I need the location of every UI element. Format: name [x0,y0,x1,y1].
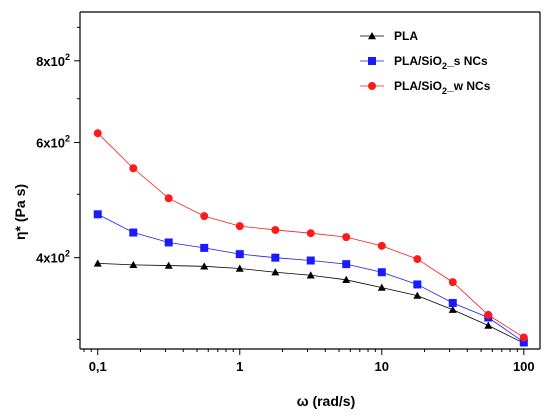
series-3 [93,129,528,342]
data-point [129,228,138,237]
legend-item-2: PLA/SiO2_s NCs [360,54,488,71]
data-point [413,280,422,289]
data-point [306,229,315,238]
data-point [484,310,493,319]
x-axis-title: ω (rad/s) [297,393,356,409]
data-point [164,194,173,203]
axes: 0,1 1 10 100 4x102 6x102 8x102 [36,11,541,374]
data-point [235,264,244,272]
data-point [200,262,209,270]
data-point [129,164,138,173]
legend-label: PLA [394,29,418,43]
legend: PLA PLA/SiO2_s NCs PLA/SiO2_w NCs [360,29,491,96]
series-layer [93,129,528,347]
y-tick-label: 6x102 [36,134,70,151]
data-point [93,129,102,138]
data-point [164,261,173,269]
data-point [413,255,422,264]
data-point [342,275,351,284]
data-point [448,278,457,287]
data-point [271,225,280,234]
series-1 [93,259,528,347]
data-point [306,256,315,265]
data-point [413,291,422,299]
data-point [368,32,376,40]
data-point [519,333,528,342]
data-point [368,82,376,90]
data-point [271,253,280,262]
data-point [342,233,351,242]
data-point [448,305,457,313]
data-point [484,321,493,329]
data-point [519,338,528,347]
legend-item-3: PLA/SiO2_w NCs [360,79,491,96]
y-tick-label: 8x102 [36,52,70,69]
data-point [377,268,386,277]
data-point [93,259,102,267]
data-point [377,241,386,250]
data-point [448,298,457,307]
x-tick-label: 0,1 [89,359,107,374]
data-point [342,260,351,269]
data-point [200,243,209,252]
x-tick-label: 100 [513,359,535,374]
x-tick-label: 10 [375,359,389,374]
data-point [235,222,244,231]
data-point [235,250,244,259]
data-point [368,57,376,65]
y-axis-title: η* (Pa s) [12,184,28,240]
y-tick-label: 4x102 [36,249,70,266]
legend-label: PLA/SiO2_w NCs [394,79,491,96]
legend-label: PLA/SiO2_s NCs [394,54,488,71]
data-point [271,268,280,276]
x-tick-label: 1 [236,359,243,374]
data-point [306,271,315,279]
legend-item-1: PLA [360,29,418,43]
data-point [377,283,386,291]
data-point [129,260,138,269]
data-point [164,238,173,247]
data-point [93,210,102,219]
data-point [200,212,209,221]
